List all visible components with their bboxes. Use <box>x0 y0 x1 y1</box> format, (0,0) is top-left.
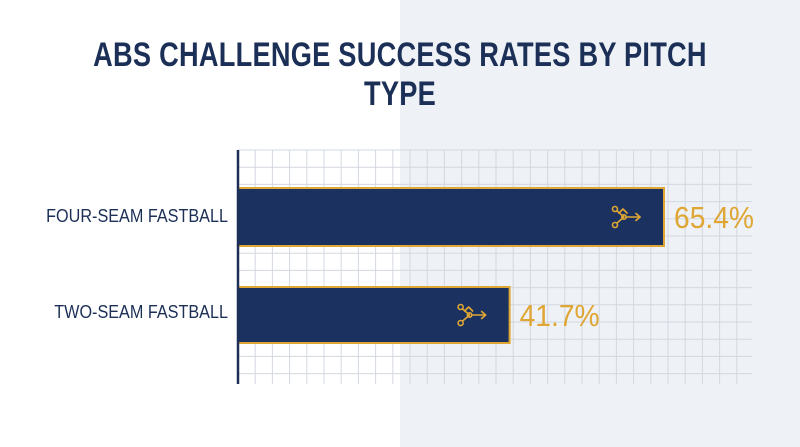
value-label-0: 65.4% <box>674 200 754 235</box>
pitch-trajectory-icon <box>611 205 641 229</box>
pitch-trajectory-icon <box>457 303 487 327</box>
category-label-two-seam: TWO-SEAM FASTBALL <box>54 302 228 322</box>
category-label-four-seam: FOUR-SEAM FASTBALL <box>46 206 229 226</box>
chart-title: ABS CHALLENGE SUCCESS RATES BY PITCH TYP… <box>93 36 707 113</box>
bar-1 <box>237 286 511 344</box>
bar-0 <box>237 187 665 247</box>
value-label-1: 41.7% <box>520 298 600 333</box>
grid <box>237 149 752 384</box>
